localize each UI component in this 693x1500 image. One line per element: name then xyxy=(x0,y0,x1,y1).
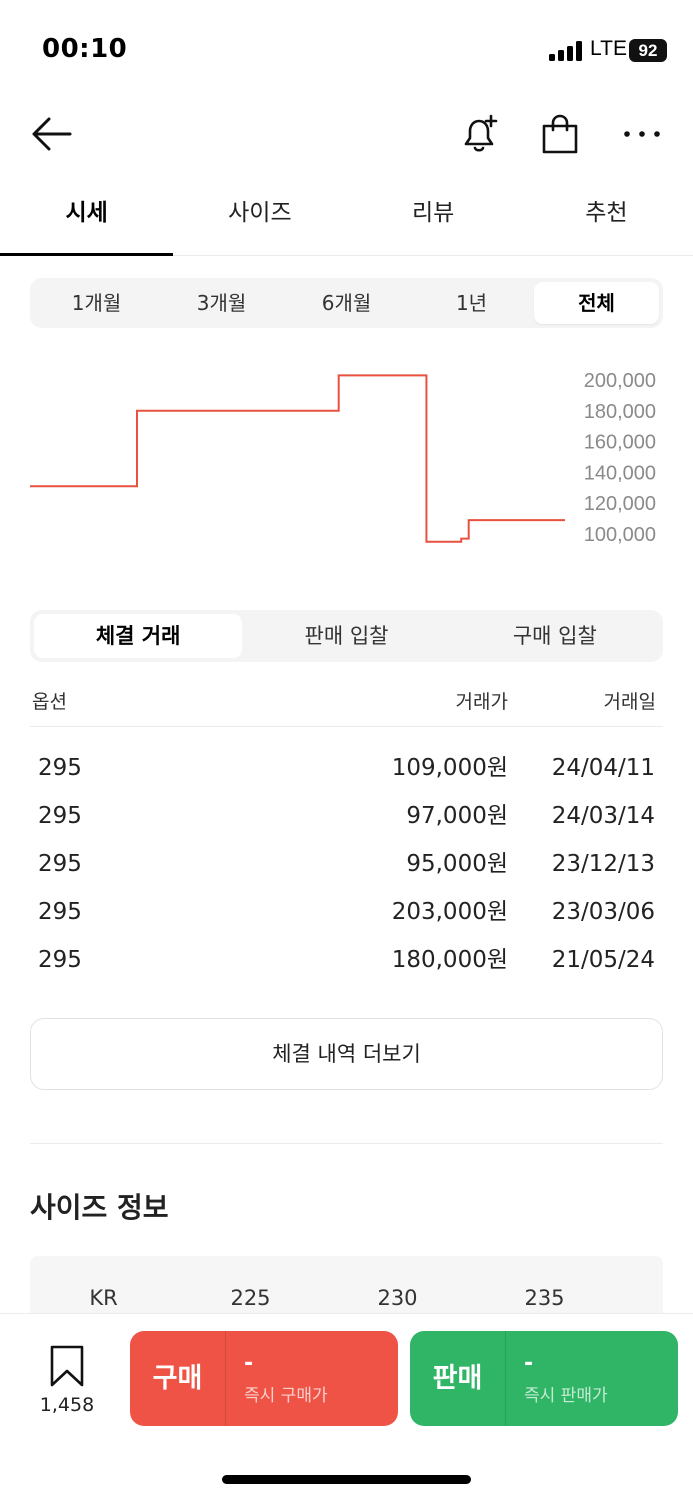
cell-price: 95,000원 xyxy=(406,851,508,877)
status-bar: 00:10 LTE 92 xyxy=(0,0,693,100)
cell-price: 97,000원 xyxy=(406,803,508,829)
home-indicator xyxy=(222,1475,471,1484)
y-tick-label: 180,000 xyxy=(584,401,656,423)
more-trades-button[interactable]: 체결 내역 더보기 xyxy=(30,1018,663,1090)
shopping-bag-button[interactable] xyxy=(536,112,584,156)
period-3months[interactable]: 3개월 xyxy=(196,291,247,315)
cell-option: 295 xyxy=(38,947,82,973)
trade-type-selector: 체결 거래 판매 입찰 구매 입찰 xyxy=(30,610,663,662)
y-tick-label: 160,000 xyxy=(584,432,656,454)
main-tabs: 시세 사이즈 리뷰 추천 xyxy=(0,180,693,256)
wishlist-count: 1,458 xyxy=(39,1394,95,1416)
arrow-left-icon xyxy=(32,117,72,151)
header-date: 거래일 xyxy=(603,691,656,713)
cell-date: 23/12/13 xyxy=(551,851,655,877)
table-body: 295 109,000원 24/04/11 295 97,000원 24/03/… xyxy=(30,727,663,984)
tab-review[interactable]: 리뷰 xyxy=(411,200,455,226)
table-header: 옵션 거래가 거래일 xyxy=(30,680,663,727)
period-selector: 1개월 3개월 6개월 1년 전체 xyxy=(30,278,663,328)
more-horizontal-icon xyxy=(624,131,660,137)
cell-price: 203,000원 xyxy=(391,899,508,925)
size-header-cell: 230 xyxy=(377,1286,418,1310)
buy-price: - xyxy=(244,1351,254,1376)
tab-recommend[interactable]: 추천 xyxy=(585,200,628,226)
trade-table: 옵션 거래가 거래일 295 109,000원 24/04/11 295 97,… xyxy=(30,680,663,984)
price-chart[interactable]: 200,000 180,000 160,000 140,000 120,000 100,0… xyxy=(0,350,693,570)
alert-add-button[interactable] xyxy=(455,112,503,156)
cell-option: 295 xyxy=(38,851,82,877)
table-row: 295 95,000원 23/12/13 xyxy=(30,840,663,888)
buy-label: 구매 xyxy=(152,1363,203,1394)
sell-price: - xyxy=(524,1351,534,1376)
tab-size[interactable]: 사이즈 xyxy=(228,200,292,226)
status-time: 00:10 xyxy=(42,34,128,64)
cell-option: 295 xyxy=(38,899,82,925)
size-header-cell: 225 xyxy=(230,1286,271,1310)
size-table-header: KR 225 230 235 xyxy=(30,1256,663,1310)
tab-completed-trades[interactable]: 체결 거래 xyxy=(34,614,243,658)
header-option: 옵션 xyxy=(32,691,67,713)
buy-subtitle: 즉시 구매가 xyxy=(244,1386,328,1406)
cell-option: 295 xyxy=(38,755,82,781)
y-tick-label: 120,000 xyxy=(584,493,656,515)
sell-button[interactable]: 판매 - 즉시 판매가 xyxy=(410,1331,678,1426)
table-row: 295 97,000원 24/03/14 xyxy=(30,792,663,840)
y-tick-label: 100,000 xyxy=(584,524,656,546)
battery-icon: 92 xyxy=(629,39,667,62)
shopping-bag-icon xyxy=(542,114,578,154)
cell-price: 109,000원 xyxy=(391,755,508,781)
y-tick-label: 200,000 xyxy=(584,370,656,392)
cell-option: 295 xyxy=(38,803,82,829)
more-options-button[interactable] xyxy=(618,112,666,156)
size-info-title: 사이즈 정보 xyxy=(30,1191,169,1224)
y-tick-label: 140,000 xyxy=(584,462,656,484)
section-divider xyxy=(30,1143,663,1144)
buy-separator xyxy=(225,1331,226,1426)
back-button[interactable] xyxy=(26,112,76,156)
bookmark-icon xyxy=(50,1345,84,1387)
size-header-cell: 235 xyxy=(524,1286,565,1310)
wishlist-button[interactable]: 1,458 xyxy=(28,1344,106,1424)
size-header-cell: KR xyxy=(89,1286,118,1310)
bell-plus-icon xyxy=(464,114,498,152)
top-nav xyxy=(0,100,693,170)
tab-buy-bids[interactable]: 구매 입찰 xyxy=(512,624,597,648)
sell-separator xyxy=(505,1331,506,1426)
tab-price[interactable]: 시세 xyxy=(0,180,174,256)
sell-subtitle: 즉시 판매가 xyxy=(524,1386,608,1406)
period-1month[interactable]: 1개월 xyxy=(71,291,122,315)
table-row: 295 109,000원 24/04/11 xyxy=(30,744,663,792)
cell-date: 24/04/11 xyxy=(551,755,655,781)
period-1year[interactable]: 1년 xyxy=(455,291,488,315)
size-info-table: KR 225 230 235 xyxy=(30,1256,663,1316)
period-6months[interactable]: 6개월 xyxy=(321,291,372,315)
cell-date: 23/03/06 xyxy=(551,899,655,925)
header-price: 거래가 xyxy=(455,691,508,713)
price-chart-svg: 200,000 180,000 160,000 140,000 120,000 100,0… xyxy=(30,370,656,546)
network-label: LTE xyxy=(590,37,627,60)
buy-button[interactable]: 구매 - 즉시 구매가 xyxy=(130,1331,398,1426)
cell-date: 21/05/24 xyxy=(551,947,655,973)
price-series-line xyxy=(30,374,565,543)
table-row: 295 203,000원 23/03/06 xyxy=(30,888,663,936)
cell-price: 180,000원 xyxy=(391,947,508,973)
cell-date: 24/03/14 xyxy=(551,803,655,829)
tab-sell-bids[interactable]: 판매 입찰 xyxy=(304,624,389,648)
bottom-action-bar: 1,458 구매 - 즉시 구매가 판매 - 즉시 판매가 xyxy=(0,1313,693,1500)
period-all[interactable]: 전체 xyxy=(534,282,659,324)
signal-icon xyxy=(549,41,583,61)
table-row: 295 180,000원 21/05/24 xyxy=(30,936,663,984)
sell-label: 판매 xyxy=(432,1363,483,1394)
